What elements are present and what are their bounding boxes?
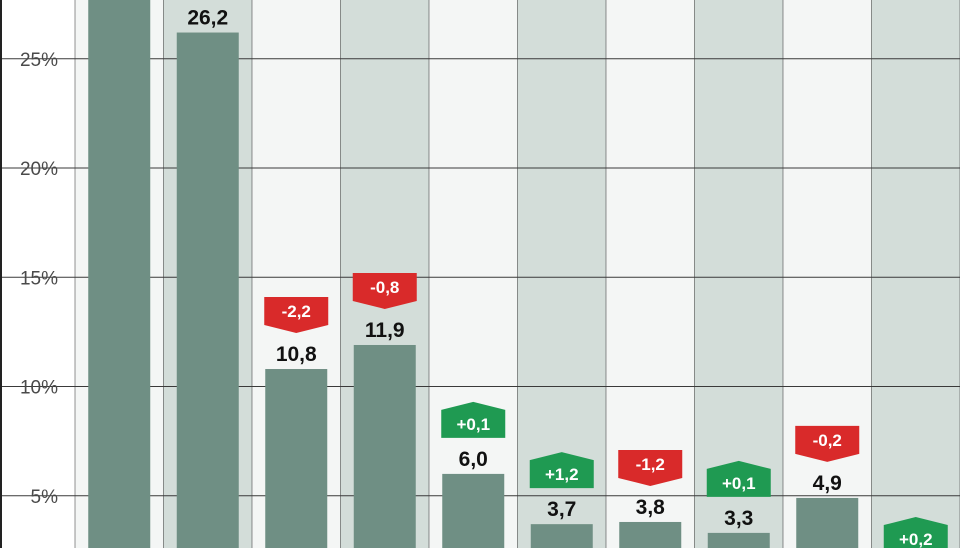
change-badge-up xyxy=(883,517,948,548)
change-badge-label: +0,1 xyxy=(456,415,490,434)
change-badge-label: +0,1 xyxy=(722,474,756,493)
change-badge-up xyxy=(441,401,506,438)
column-band xyxy=(429,0,518,548)
change-badge-down xyxy=(795,425,860,462)
bar xyxy=(353,344,416,548)
y-axis-ticks: 5% 10% 15% 20% 25% xyxy=(20,50,58,508)
y-tick-label: 15% xyxy=(20,268,58,289)
change-badge-label: -0,2 xyxy=(813,431,842,450)
bar xyxy=(796,497,859,548)
change-badge-label: -1,2 xyxy=(636,455,665,474)
bar-value-label: 11,9 xyxy=(365,319,405,342)
change-badge-down xyxy=(352,272,417,309)
bar-value-label: 3,3 xyxy=(724,507,753,530)
bar xyxy=(707,532,770,548)
column-band xyxy=(694,0,783,548)
y-tick-label: 5% xyxy=(31,487,59,508)
change-badge-down xyxy=(618,449,683,486)
change-badge-up xyxy=(529,452,594,489)
bar-value-label: 3,7 xyxy=(547,498,576,521)
bar-value-label: 6,0 xyxy=(459,448,488,471)
bar-value-label: 26,2 xyxy=(187,7,228,30)
change-badge-label: +0,2 xyxy=(899,530,933,548)
bar-value-label: 10,8 xyxy=(276,343,317,366)
y-tick-label: 25% xyxy=(20,50,58,71)
bars xyxy=(88,0,859,548)
change-badge-label: +1,2 xyxy=(545,465,579,484)
bar xyxy=(619,521,682,548)
bar xyxy=(88,0,151,548)
change-badge-up xyxy=(706,460,771,497)
y-tick-label: 20% xyxy=(20,159,58,180)
bar xyxy=(265,369,328,548)
bar xyxy=(176,32,239,548)
column-band xyxy=(783,0,872,548)
change-badges: -2,2 -0,8 +0,1 +1,2 -1,2 +0,1 -0,2 +0,2 xyxy=(264,272,948,548)
change-badge-label: -2,2 xyxy=(282,302,311,321)
value-labels: 26,2 10,8 11,9 6,0 3,7 3,8 3,3 4,9 xyxy=(187,7,842,530)
y-tick-label: 10% xyxy=(20,378,58,399)
bar xyxy=(530,524,593,548)
bar-value-label: 3,8 xyxy=(636,496,666,519)
bar-value-label: 4,9 xyxy=(813,472,842,495)
change-badge-label: -0,8 xyxy=(370,278,399,297)
change-badge-down xyxy=(264,297,329,334)
column-band xyxy=(871,0,960,548)
bar xyxy=(442,473,505,548)
